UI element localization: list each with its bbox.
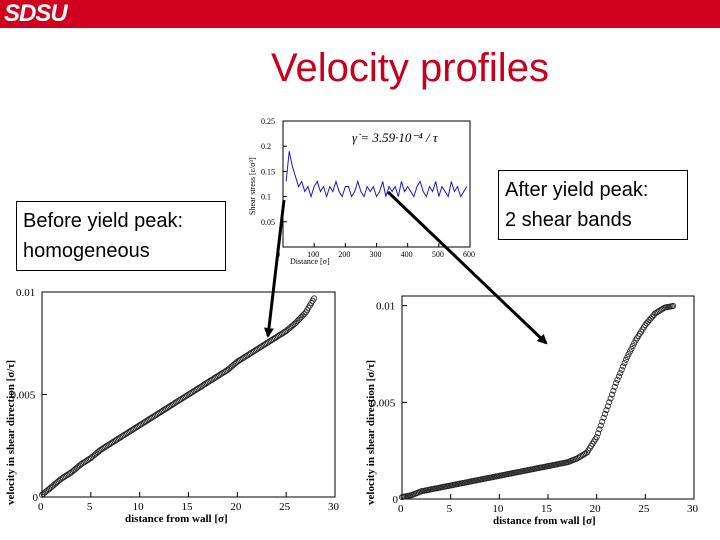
after-data-point xyxy=(602,410,609,417)
after-data-point xyxy=(610,387,617,394)
slide-title: Velocity profiles xyxy=(271,46,549,90)
before-data-point xyxy=(301,310,308,317)
after-ytick-label: 0 xyxy=(393,494,399,506)
after-data-point xyxy=(670,302,677,309)
after-data-point xyxy=(617,370,624,377)
after-data-point xyxy=(614,376,621,383)
stress-xtick-label: 500 xyxy=(432,250,444,259)
stress-xtick-label: 600 xyxy=(463,250,475,259)
after-xtick-label: 30 xyxy=(687,503,699,515)
after-ytick-label: 0.005 xyxy=(371,397,396,409)
before-xtick-label: 0 xyxy=(38,501,44,513)
after-data-point xyxy=(600,414,607,421)
after-data-point xyxy=(613,379,620,386)
after-yield-line-2: 2 shear bands xyxy=(505,209,632,231)
before-ytick-label: 0.01 xyxy=(16,287,35,299)
after-data-point xyxy=(596,426,603,433)
after-data-point xyxy=(609,391,616,398)
after-xtick-label: 15 xyxy=(541,503,553,515)
before-xtick-label: 20 xyxy=(230,501,242,513)
after-data-point xyxy=(595,430,602,437)
before-xtick-label: 10 xyxy=(133,501,145,513)
after-data-point xyxy=(593,434,600,441)
after-xtick-label: 25 xyxy=(638,503,650,515)
after-data-point xyxy=(599,418,606,425)
after-xtick-label: 0 xyxy=(398,503,404,515)
after-data-point xyxy=(615,373,622,380)
after-data-point xyxy=(606,399,613,406)
stress-ytick-label: 0.25 xyxy=(261,117,275,126)
after-data-point xyxy=(628,345,635,352)
after-xtick-label: 10 xyxy=(492,503,504,515)
before-chart-frame xyxy=(41,291,336,498)
stress-series-line xyxy=(285,151,468,199)
arrow-to-before-chart xyxy=(263,199,286,338)
after-data-point xyxy=(611,383,618,390)
after-data-point xyxy=(604,403,611,410)
velocity-chart-before: 0 5 10 15 20 25 30 0 0.005 0.01 distance from wal… xyxy=(5,287,340,525)
after-yield-line-1: After yield peak: xyxy=(505,179,649,201)
stress-ytick-label: 0.1 xyxy=(261,193,271,202)
arrow-to-after-chart xyxy=(386,190,548,345)
before-xtick-label: 30 xyxy=(328,501,340,513)
after-xtick-label: 5 xyxy=(447,503,453,515)
before-data-point xyxy=(311,295,318,302)
stress-chart-frame xyxy=(282,120,471,248)
strain-rate-annotation: γ̇ = 3.59·10⁻⁴ / τ xyxy=(352,130,439,145)
before-ylabel: velocity in shear direction [σ/τ] xyxy=(5,360,17,505)
before-xtick-label: 25 xyxy=(279,501,291,513)
after-xlabel: distance from wall [σ] xyxy=(493,515,596,527)
stress-xtick-label: 300 xyxy=(370,250,382,259)
velocity-chart-after: 0 5 10 15 20 25 30 0 0.005 0.01 distance from wal… xyxy=(365,295,699,527)
after-data-point xyxy=(625,351,632,358)
after-data-point xyxy=(603,407,610,414)
after-xtick-label: 20 xyxy=(590,503,602,515)
before-ytick-label: 0 xyxy=(33,492,39,504)
stress-chart: 0.250.20.150.10.05 0100200300400500600 D… xyxy=(248,117,475,266)
stress-xtick-label: 400 xyxy=(401,250,413,259)
after-data-point xyxy=(607,395,614,402)
after-data-point xyxy=(629,342,636,349)
before-xtick-label: 15 xyxy=(182,501,194,513)
after-ytick-label: 0.01 xyxy=(376,301,395,313)
stress-ytick-label: 0.2 xyxy=(261,142,271,151)
stress-ylabel: Shear stress [ε/σ³] xyxy=(248,157,257,215)
after-yield-label: After yield peak: 2 shear bands xyxy=(498,170,688,240)
after-data-point xyxy=(660,305,667,312)
after-data-point xyxy=(622,356,629,363)
after-data-point xyxy=(618,366,625,373)
before-yield-line-2: homogeneous xyxy=(23,240,150,262)
sdsu-logo: SDSU xyxy=(4,0,68,27)
before-ytick-label: 0.005 xyxy=(11,390,36,402)
after-data-point xyxy=(620,363,627,370)
after-data-point xyxy=(597,422,604,429)
before-yield-label: Before yield peak: homogeneous xyxy=(16,201,226,271)
after-data-point xyxy=(621,360,628,367)
stress-ytick-label: 0.05 xyxy=(261,218,275,227)
header-bar: SDSU xyxy=(0,0,720,28)
stress-xtick-label: 100 xyxy=(307,250,319,259)
after-ylabel: velocity in shear direction [σ/τ] xyxy=(365,360,377,505)
stress-xlabel: Distance [σ] xyxy=(290,257,330,266)
stress-ytick-label: 0.15 xyxy=(261,167,275,176)
before-xtick-label: 5 xyxy=(87,501,93,513)
before-xlabel: distance from wall [σ] xyxy=(125,513,228,525)
before-yield-line-1: Before yield peak: xyxy=(23,210,184,232)
stress-xtick-label: 200 xyxy=(338,250,350,259)
